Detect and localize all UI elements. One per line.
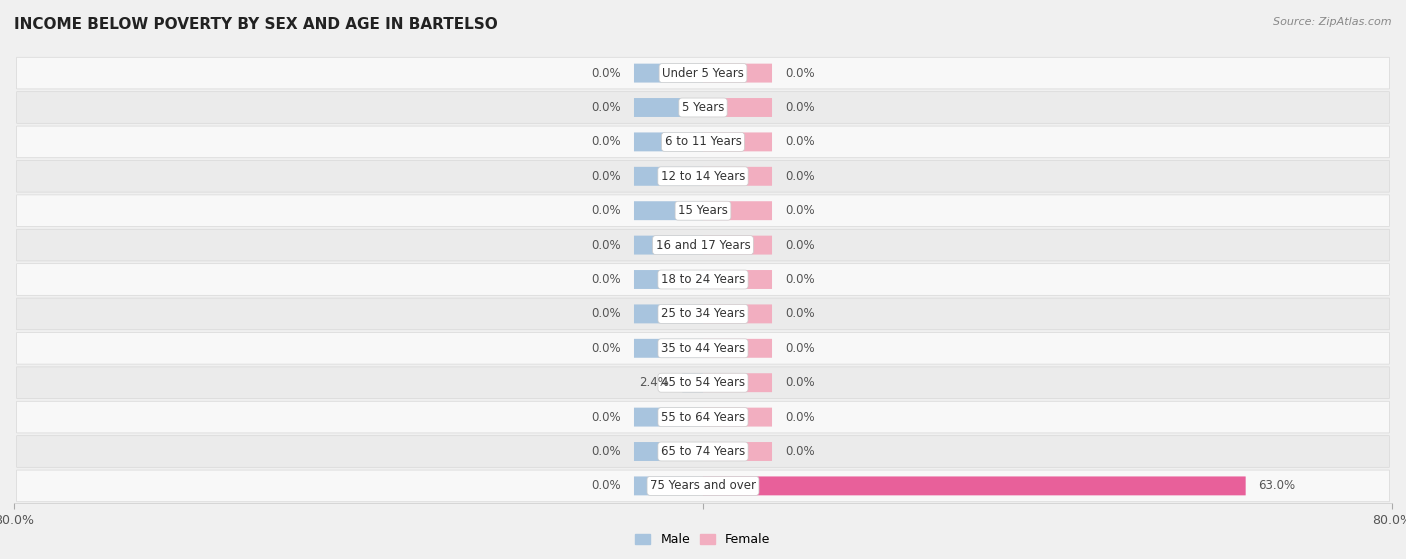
FancyBboxPatch shape <box>634 270 703 289</box>
FancyBboxPatch shape <box>703 305 772 323</box>
Text: 0.0%: 0.0% <box>592 411 621 424</box>
FancyBboxPatch shape <box>634 442 703 461</box>
Text: 75 Years and over: 75 Years and over <box>650 480 756 492</box>
FancyBboxPatch shape <box>17 298 1389 330</box>
FancyBboxPatch shape <box>634 132 703 151</box>
FancyBboxPatch shape <box>703 339 772 358</box>
Text: 0.0%: 0.0% <box>592 204 621 217</box>
Text: 25 to 34 Years: 25 to 34 Years <box>661 307 745 320</box>
Text: 18 to 24 Years: 18 to 24 Years <box>661 273 745 286</box>
Text: 2.4%: 2.4% <box>640 376 669 389</box>
Text: 0.0%: 0.0% <box>592 445 621 458</box>
FancyBboxPatch shape <box>17 435 1389 467</box>
Text: 35 to 44 Years: 35 to 44 Years <box>661 342 745 355</box>
FancyBboxPatch shape <box>17 264 1389 295</box>
Text: 0.0%: 0.0% <box>592 342 621 355</box>
FancyBboxPatch shape <box>703 98 772 117</box>
FancyBboxPatch shape <box>634 339 703 358</box>
Text: 45 to 54 Years: 45 to 54 Years <box>661 376 745 389</box>
FancyBboxPatch shape <box>634 236 703 254</box>
FancyBboxPatch shape <box>634 167 703 186</box>
FancyBboxPatch shape <box>634 201 703 220</box>
Text: 0.0%: 0.0% <box>592 67 621 79</box>
Text: Source: ZipAtlas.com: Source: ZipAtlas.com <box>1274 17 1392 27</box>
Legend: Male, Female: Male, Female <box>636 533 770 546</box>
FancyBboxPatch shape <box>703 167 772 186</box>
FancyBboxPatch shape <box>17 160 1389 192</box>
Text: 0.0%: 0.0% <box>592 239 621 252</box>
Text: 0.0%: 0.0% <box>592 135 621 148</box>
Text: 0.0%: 0.0% <box>592 170 621 183</box>
Text: 16 and 17 Years: 16 and 17 Years <box>655 239 751 252</box>
Text: 0.0%: 0.0% <box>785 239 814 252</box>
FancyBboxPatch shape <box>17 195 1389 226</box>
Text: 0.0%: 0.0% <box>592 273 621 286</box>
Text: 63.0%: 63.0% <box>1258 480 1295 492</box>
Text: 0.0%: 0.0% <box>785 273 814 286</box>
FancyBboxPatch shape <box>703 476 1246 495</box>
Text: 0.0%: 0.0% <box>785 135 814 148</box>
FancyBboxPatch shape <box>703 201 772 220</box>
FancyBboxPatch shape <box>703 408 772 427</box>
Text: 15 Years: 15 Years <box>678 204 728 217</box>
FancyBboxPatch shape <box>17 367 1389 399</box>
FancyBboxPatch shape <box>17 333 1389 364</box>
FancyBboxPatch shape <box>17 126 1389 158</box>
Text: 55 to 64 Years: 55 to 64 Years <box>661 411 745 424</box>
Text: 0.0%: 0.0% <box>785 170 814 183</box>
FancyBboxPatch shape <box>634 408 703 427</box>
Text: 0.0%: 0.0% <box>785 101 814 114</box>
Text: 0.0%: 0.0% <box>592 101 621 114</box>
Text: 0.0%: 0.0% <box>785 307 814 320</box>
FancyBboxPatch shape <box>703 236 772 254</box>
FancyBboxPatch shape <box>634 98 703 117</box>
FancyBboxPatch shape <box>634 305 703 323</box>
Text: 0.0%: 0.0% <box>785 342 814 355</box>
Text: INCOME BELOW POVERTY BY SEX AND AGE IN BARTELSO: INCOME BELOW POVERTY BY SEX AND AGE IN B… <box>14 17 498 32</box>
FancyBboxPatch shape <box>17 57 1389 89</box>
Text: 65 to 74 Years: 65 to 74 Years <box>661 445 745 458</box>
FancyBboxPatch shape <box>703 64 772 83</box>
FancyBboxPatch shape <box>17 92 1389 124</box>
Text: 12 to 14 Years: 12 to 14 Years <box>661 170 745 183</box>
Text: 0.0%: 0.0% <box>785 67 814 79</box>
Text: 6 to 11 Years: 6 to 11 Years <box>665 135 741 148</box>
Text: 5 Years: 5 Years <box>682 101 724 114</box>
Text: 0.0%: 0.0% <box>785 445 814 458</box>
FancyBboxPatch shape <box>634 476 703 495</box>
FancyBboxPatch shape <box>703 132 772 151</box>
Text: 0.0%: 0.0% <box>785 204 814 217</box>
FancyBboxPatch shape <box>17 229 1389 261</box>
FancyBboxPatch shape <box>703 270 772 289</box>
FancyBboxPatch shape <box>682 373 703 392</box>
FancyBboxPatch shape <box>703 373 772 392</box>
FancyBboxPatch shape <box>703 442 772 461</box>
FancyBboxPatch shape <box>634 64 703 83</box>
FancyBboxPatch shape <box>17 401 1389 433</box>
Text: 0.0%: 0.0% <box>785 411 814 424</box>
Text: 0.0%: 0.0% <box>592 307 621 320</box>
Text: 0.0%: 0.0% <box>592 480 621 492</box>
Text: Under 5 Years: Under 5 Years <box>662 67 744 79</box>
FancyBboxPatch shape <box>17 470 1389 502</box>
Text: 0.0%: 0.0% <box>785 376 814 389</box>
